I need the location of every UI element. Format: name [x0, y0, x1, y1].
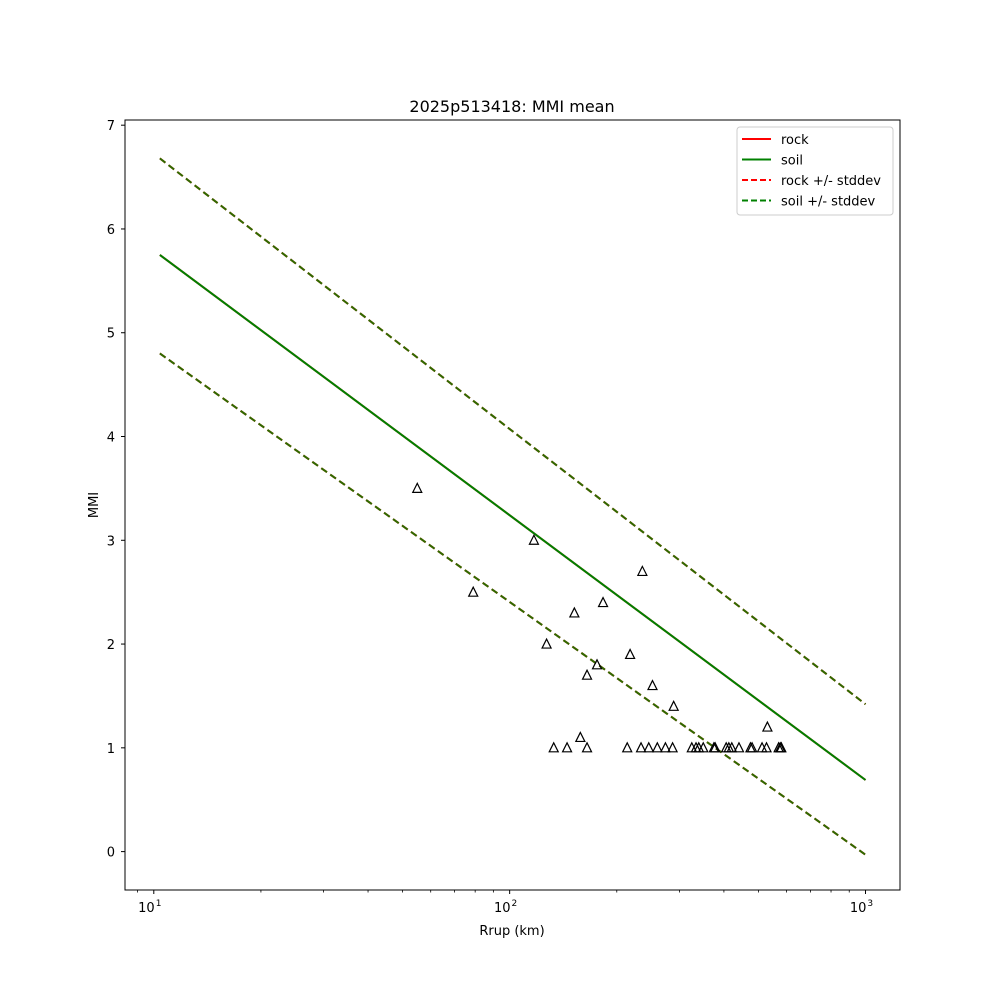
data-point: [775, 741, 787, 753]
data-point: [467, 585, 479, 597]
legend-label: soil +/- stddev: [781, 195, 876, 210]
line-soil-1: [159, 254, 867, 781]
data-point: [621, 741, 633, 753]
y-tick-label: 2: [107, 638, 115, 653]
data-point: [581, 741, 593, 753]
legend-box: [736, 126, 894, 216]
legend-label: soil: [781, 154, 803, 169]
legend-label: rock: [781, 133, 809, 148]
data-point: [746, 741, 758, 753]
line-soil-stddev-4: [159, 157, 867, 706]
data-point: [624, 648, 636, 660]
legend-label: rock +/- stddev: [781, 174, 881, 189]
line-soil-stddev-5: [159, 352, 867, 856]
y-tick-label: 6: [107, 223, 115, 238]
data-point: [548, 741, 560, 753]
x-tick-label: 101: [138, 899, 161, 916]
x-tick-label: 102: [494, 899, 517, 916]
data-point: [659, 741, 671, 753]
y-tick-label: 7: [107, 119, 115, 134]
legend: rock soil rock +/- stddev soil +/- stddev: [736, 126, 894, 216]
data-point: [541, 637, 553, 649]
data-point: [697, 741, 709, 753]
y-axis-ticks: 0 1 2 3 4 5 6 7: [107, 119, 125, 861]
series-lines: [159, 157, 867, 856]
data-point: [561, 741, 573, 753]
y-tick-label: 5: [107, 327, 115, 342]
data-point: [635, 741, 647, 753]
data-point: [591, 658, 603, 670]
data-point: [568, 606, 580, 618]
data-point: [647, 679, 658, 691]
y-tick-label: 1: [107, 742, 115, 757]
y-axis-label: MMI: [87, 492, 102, 518]
y-tick-label: 4: [107, 431, 115, 446]
chart-title: 2025p513418: MMI mean: [409, 97, 614, 116]
data-point: [581, 668, 593, 680]
plot-area: [125, 120, 900, 890]
scatter-markers: [411, 482, 787, 753]
data-point: [528, 533, 540, 545]
plot-frame: [124, 119, 901, 891]
data-point: [733, 741, 745, 753]
x-tick-label: 103: [850, 899, 873, 916]
data-point: [761, 720, 773, 732]
x-axis-ticks: 101 102 103: [137, 890, 873, 916]
data-point: [668, 699, 680, 711]
data-point: [643, 741, 655, 753]
x-axis-label: Rrup (km): [479, 924, 544, 939]
data-point: [726, 741, 738, 753]
data-point: [709, 741, 721, 753]
data-point: [651, 741, 663, 753]
data-point: [636, 565, 648, 577]
y-tick-label: 3: [107, 534, 115, 549]
data-point: [574, 731, 586, 743]
data-point: [411, 482, 423, 493]
data-point: [667, 741, 679, 753]
data-point: [597, 596, 609, 608]
data-point: [761, 741, 772, 753]
y-tick-label: 0: [107, 846, 115, 861]
